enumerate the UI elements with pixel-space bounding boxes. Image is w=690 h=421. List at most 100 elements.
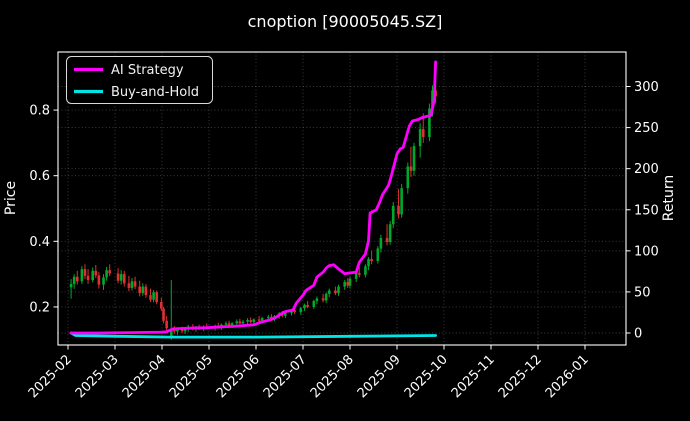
- candle-body-down: [160, 302, 163, 309]
- candle-body-down: [127, 283, 131, 288]
- candle-body-up: [69, 283, 73, 288]
- y-tick-label-right: 200: [634, 162, 659, 177]
- candle-body-up: [260, 318, 264, 321]
- candle-body-down: [162, 308, 165, 321]
- candle-body-down: [173, 329, 176, 332]
- candle-body-down: [165, 320, 168, 329]
- candle-body-up: [80, 269, 84, 282]
- y-axis-left-labels: 0.2 0.4 0.6 0.8: [29, 104, 50, 316]
- y-tick-label-left: 0.4: [29, 235, 50, 250]
- candle-body-up: [428, 108, 431, 137]
- candle-body-down: [357, 272, 361, 275]
- candle-body-down: [144, 286, 148, 296]
- candle-body-up: [406, 166, 410, 189]
- candle-body-up: [72, 276, 76, 284]
- candle-body-up: [376, 248, 380, 262]
- candle-body-down: [108, 270, 111, 274]
- legend: AI Strategy Buy-and-Hold: [66, 56, 213, 104]
- candle-body-down: [321, 298, 325, 301]
- candle-body-down: [133, 281, 137, 287]
- y-axis-right-labels: 0 50 100 150 200 250 300: [634, 80, 659, 341]
- candle-body-up: [343, 282, 346, 287]
- candle-body-up: [364, 266, 367, 275]
- candle-body-up: [235, 321, 239, 324]
- candle-body-down: [227, 323, 231, 326]
- candle-body-up: [183, 329, 187, 332]
- chart-title: cnoption [90005045.SZ]: [248, 12, 443, 31]
- candle-body-up: [391, 205, 395, 225]
- candle-body-up: [299, 308, 303, 313]
- candle-body-down: [75, 276, 79, 282]
- candle-body-up: [91, 270, 95, 281]
- candle-body-up: [315, 298, 319, 302]
- y-tick-label-left: 0.6: [29, 169, 50, 184]
- candle-body-down: [270, 316, 273, 319]
- candle-body-up: [324, 293, 328, 301]
- candle-body-up: [130, 281, 134, 288]
- y-tick-label-left: 0.2: [29, 300, 50, 315]
- buy-and-hold-line: [69, 331, 438, 339]
- candle-body-up: [400, 188, 403, 215]
- candle-body-up: [102, 277, 105, 285]
- grid-lines: [58, 52, 626, 345]
- candle-body-up: [284, 312, 287, 316]
- candle-body-up: [176, 328, 179, 332]
- candle-body-up: [379, 238, 383, 249]
- candle-body-up: [367, 259, 370, 267]
- candle-body-down: [334, 290, 337, 294]
- left-axis-title: Price: [3, 181, 19, 215]
- candle-body-up: [303, 304, 306, 309]
- candle-body-down: [83, 269, 87, 276]
- candle-body-up: [230, 323, 234, 326]
- plot-frame: [57, 51, 627, 346]
- candle-body-down: [238, 321, 242, 324]
- candle-body-down: [293, 310, 296, 313]
- candle-body-down: [409, 166, 413, 171]
- legend-label-ai-strategy: AI Strategy: [111, 63, 184, 78]
- candle-body-up: [105, 270, 108, 278]
- candle-body-down: [94, 270, 98, 276]
- candle-body-down: [116, 273, 120, 281]
- candle-body-up: [327, 290, 331, 294]
- candle-body-up: [119, 274, 123, 281]
- axis-ticks: [53, 86, 631, 350]
- right-axis-title: Return: [661, 175, 677, 221]
- candle-body-up: [241, 321, 245, 324]
- candle-body-down: [149, 295, 152, 300]
- candle-body-up: [418, 129, 422, 147]
- y-tick-label-right: 0: [634, 327, 642, 342]
- candle-body-up: [224, 323, 228, 325]
- candle-body-up: [431, 90, 434, 109]
- candle-body-up: [354, 272, 358, 279]
- candle-body-down: [155, 292, 158, 303]
- candle-body-up: [141, 286, 145, 294]
- candle-body-down: [421, 129, 425, 137]
- candle-body-down: [257, 319, 261, 321]
- candle-body-down: [86, 275, 90, 281]
- y-tick-label-left: 0.8: [29, 104, 50, 119]
- candle-body-up: [252, 319, 256, 323]
- ai-strategy-line: [69, 60, 438, 335]
- candlestick-series: [69, 83, 437, 340]
- y-tick-label-right: 300: [634, 80, 659, 95]
- candle-body-up: [169, 329, 173, 336]
- candle-body-up: [388, 224, 392, 242]
- candle-body-up: [312, 301, 316, 307]
- candle-body-up: [152, 292, 155, 300]
- candle-body-down: [385, 238, 389, 242]
- candle-body-up: [267, 316, 270, 319]
- y-tick-label-right: 50: [634, 285, 651, 300]
- candle-body-down: [370, 259, 373, 262]
- candle-body-down: [122, 274, 126, 284]
- candle-body-down: [397, 205, 400, 215]
- candle-body-down: [346, 282, 350, 286]
- candle-body-up: [348, 278, 352, 286]
- candle-body-up: [337, 286, 340, 294]
- candle-body-down: [306, 304, 309, 307]
- candle-body-down: [138, 286, 142, 294]
- candle-body-up: [246, 320, 249, 322]
- strategy-lines: [69, 60, 438, 339]
- candle-body-down: [97, 275, 101, 285]
- y-tick-label-right: 150: [634, 203, 659, 218]
